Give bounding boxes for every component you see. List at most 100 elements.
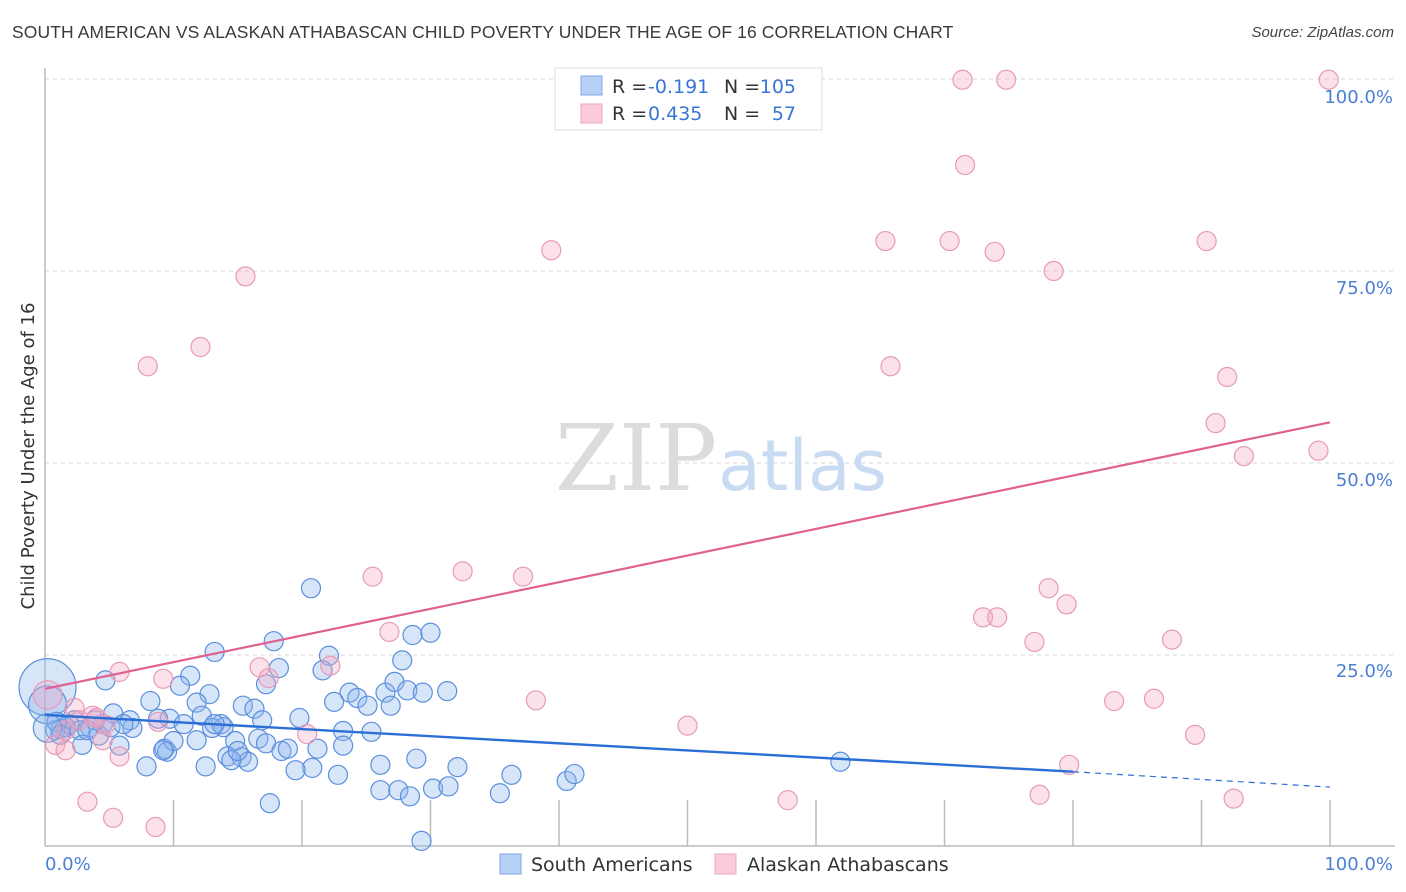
alaskan-athabascan-point — [379, 621, 400, 643]
south-american-point — [438, 776, 459, 797]
x-tick-label-100: 100.0% — [1324, 854, 1393, 875]
y-tick-label-25: 25.0% — [1336, 661, 1393, 682]
alaskan-athabascan-point — [1217, 366, 1238, 388]
alaskan-athabascan-point — [1318, 69, 1339, 90]
stats-n-label: N = — [724, 76, 760, 98]
stats-n-label: N = — [724, 103, 760, 125]
alaskan-athabascan-point — [1059, 754, 1080, 775]
legend-label-alaskan-athabascans: Alaskan Athabascans — [747, 854, 949, 876]
alaskan-athabascan-point — [55, 740, 76, 761]
south-american-point — [324, 691, 345, 712]
south-american-point — [489, 783, 510, 804]
south-american-point — [447, 757, 468, 778]
south-american-point — [399, 786, 421, 807]
south-americans-trend-extension — [1072, 771, 1331, 788]
stats-swatch-blue — [580, 75, 603, 96]
south-american-point — [347, 687, 368, 709]
alaskan-athabascan-point — [258, 667, 279, 689]
alaskan-athabascan-point — [1223, 788, 1244, 809]
south-american-point — [285, 760, 306, 781]
alaskan-athabascan-point — [103, 807, 124, 828]
stats-r-label: R = — [612, 76, 647, 98]
alaskan-athabascan-point — [677, 715, 698, 736]
stats-box: R = -0.191 N = 105 R = 0.435 N = 57 — [554, 67, 823, 131]
alaskan-athabascan-point — [984, 241, 1005, 262]
alaskan-athabascan-point — [55, 720, 76, 741]
stats-r-value: 0.435 — [648, 103, 702, 125]
south-american-point — [397, 680, 418, 701]
alaskan-athabascan-point — [297, 724, 318, 745]
south-american-point — [289, 707, 310, 729]
alaskan-athabascan-point — [1024, 631, 1045, 653]
watermark: ZIP atlas — [555, 405, 887, 512]
alaskan-athabascan-point — [880, 356, 901, 377]
alaskan-athabascan-point — [362, 566, 383, 587]
south-american-point — [380, 695, 401, 716]
south-american-point — [259, 793, 280, 814]
alaskan-athabascan-point — [452, 561, 473, 582]
y-tick-label-100: 100.0% — [1324, 87, 1393, 108]
y-tick-label-75: 75.0% — [1336, 278, 1393, 299]
gridlines — [45, 78, 1395, 656]
alaskan-athabascan-point — [525, 690, 546, 711]
south-american-point — [237, 751, 259, 772]
alaskan-athabascan-point — [1038, 578, 1059, 599]
alaskan-athabascan-point — [777, 790, 798, 811]
legend-swatch-south-americans — [499, 853, 522, 875]
alaskan-athabascan-point — [1308, 440, 1329, 461]
stats-r-value: -0.191 — [648, 76, 709, 98]
chart-title: SOUTH AMERICAN VS ALASKAN ATHABASCAN CHI… — [12, 22, 954, 42]
alaskan-athabascan-point — [996, 69, 1017, 90]
south-american-point — [411, 830, 432, 851]
south-american-point — [420, 622, 441, 643]
alaskan-athabascan-point — [939, 230, 960, 252]
alaskan-athabascan-point — [1043, 260, 1064, 282]
alaskan-athabascan-point — [109, 746, 130, 767]
alaskan-athabascan-point — [972, 607, 994, 628]
watermark-atlas: atlas — [718, 425, 887, 507]
south-american-point — [333, 735, 354, 756]
alaskan-athabascan-point — [875, 230, 896, 252]
south-american-point — [195, 756, 216, 777]
south-american-point — [244, 698, 265, 719]
south-american-point — [422, 778, 444, 799]
alaskan-athabascan-point — [69, 710, 90, 731]
south-american-point — [302, 757, 323, 778]
x-tick-label-0: 0.0% — [45, 854, 91, 875]
legend-swatch-alaskan-athabascans — [714, 853, 737, 875]
alaskan-athabascan-point — [1184, 724, 1206, 745]
stats-swatch-pink — [580, 103, 603, 124]
alaskan-athabascans-trend-line — [44, 421, 1331, 690]
axes — [44, 68, 1395, 847]
alaskan-athabascan-point — [320, 655, 341, 676]
alaskan-athabascans-points — [32, 69, 1339, 838]
alaskan-athabascan-point — [1029, 784, 1050, 805]
alaskan-athabascan-point — [153, 668, 174, 689]
south-american-point — [153, 740, 174, 761]
alaskan-athabascan-point — [92, 730, 113, 751]
alaskan-athabascan-point — [32, 680, 63, 710]
south-american-point — [186, 692, 207, 713]
south-american-point — [402, 624, 423, 646]
alaskan-athabascan-point — [137, 356, 158, 377]
y-axis-label: Child Poverty Under the Age of 16 — [18, 303, 39, 610]
alaskan-athabascan-point — [1196, 230, 1217, 252]
south-american-point — [406, 748, 427, 769]
alaskan-athabascan-point — [1233, 445, 1255, 467]
stats-r-label: R = — [612, 103, 647, 125]
south-americans-points — [18, 578, 851, 851]
chart-source: Source: ZipAtlas.com — [1251, 24, 1394, 41]
alaskan-athabascan-point — [235, 266, 256, 287]
south-american-point — [412, 682, 433, 703]
south-americans-trend-line — [44, 713, 1074, 773]
stats-n-value: 57 — [772, 103, 796, 125]
south-american-point — [217, 746, 238, 767]
alaskan-athabascan-point — [512, 566, 534, 587]
legend-label-south-americans: South Americans — [531, 854, 693, 876]
south-american-point — [140, 690, 161, 712]
south-american-point — [437, 680, 458, 702]
alaskan-athabascan-point — [1056, 594, 1077, 615]
alaskan-athabascan-point — [145, 816, 166, 838]
alaskan-athabascan-point — [1161, 629, 1183, 650]
